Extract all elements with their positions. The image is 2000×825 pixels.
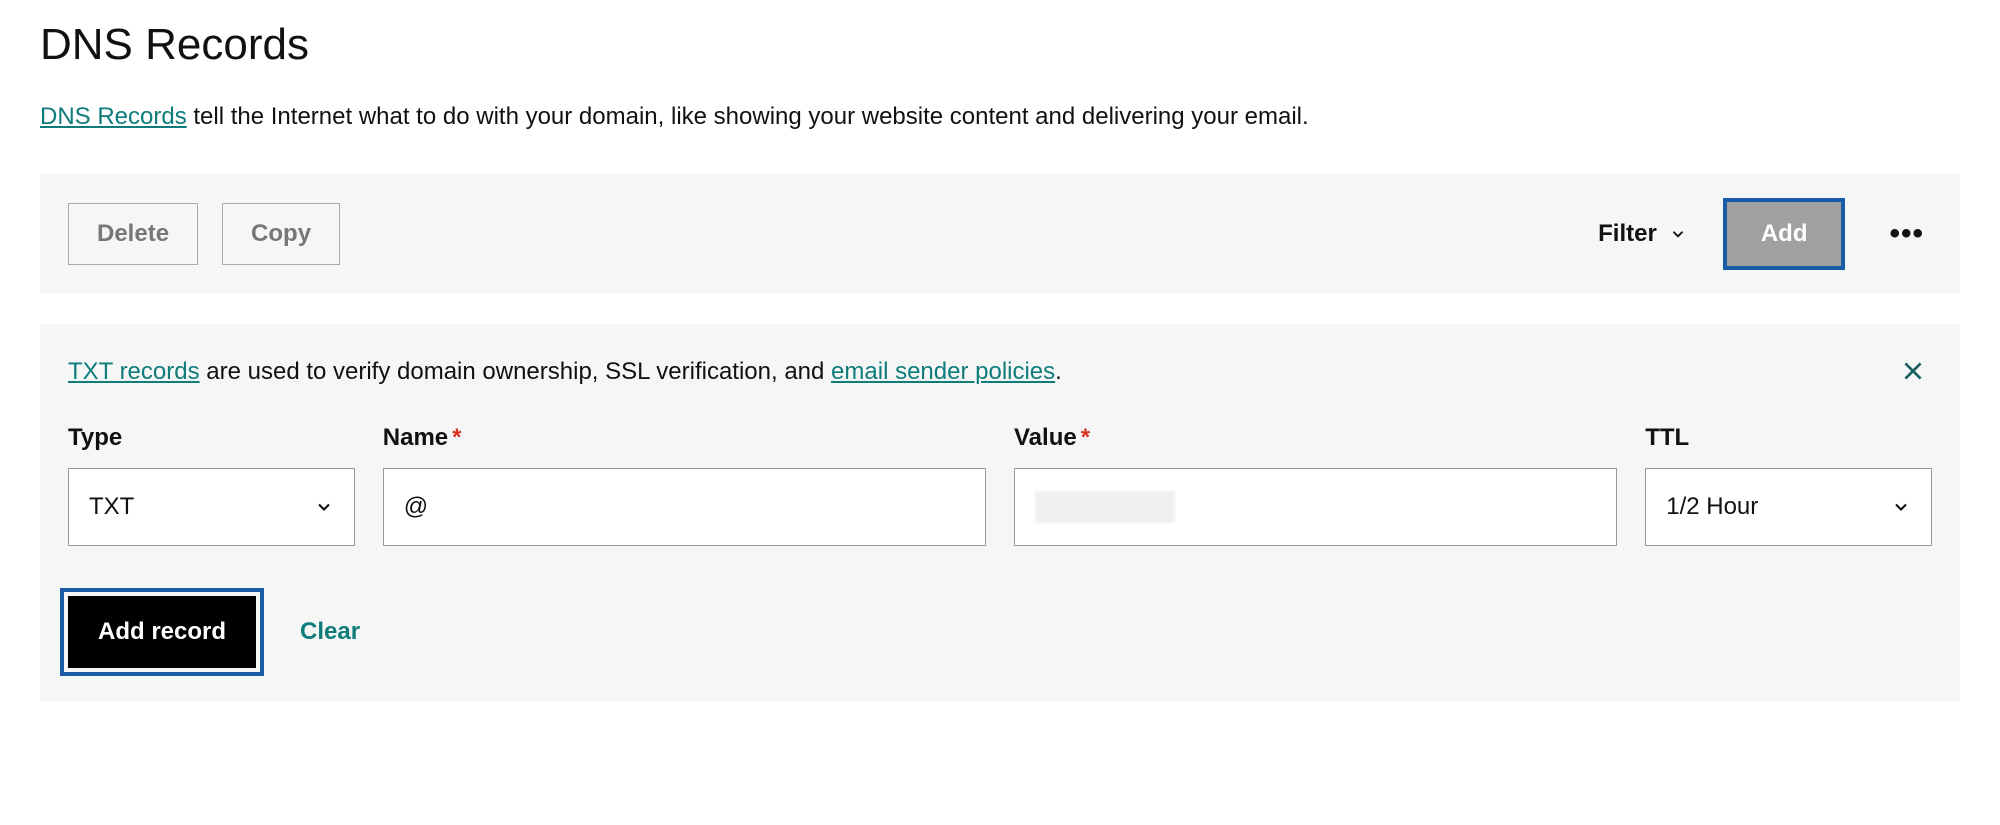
close-icon[interactable] xyxy=(1900,358,1926,384)
toolbar-left: Delete Copy xyxy=(68,203,340,265)
filter-label: Filter xyxy=(1598,220,1657,248)
name-input[interactable] xyxy=(383,468,986,546)
chevron-down-icon xyxy=(1891,497,1911,517)
record-form-panel: TXT records are used to verify domain ow… xyxy=(40,324,1960,702)
dns-records-link[interactable]: DNS Records xyxy=(40,103,187,130)
chevron-down-icon xyxy=(1669,225,1687,243)
toolbar-right: Filter Add ••• xyxy=(1598,202,1932,266)
add-record-button[interactable]: Add record xyxy=(68,596,256,668)
value-redacted xyxy=(1035,491,1175,523)
email-policies-link[interactable]: email sender policies xyxy=(831,358,1055,385)
txt-records-link[interactable]: TXT records xyxy=(68,358,200,385)
toolbar: Delete Copy Filter Add ••• xyxy=(40,174,1960,294)
name-label: Name* xyxy=(383,424,986,452)
value-label-text: Value xyxy=(1014,424,1077,451)
clear-button[interactable]: Clear xyxy=(300,618,360,646)
info-text: TXT records are used to verify domain ow… xyxy=(68,358,1932,386)
copy-button[interactable]: Copy xyxy=(222,203,340,265)
type-field: Type TXT xyxy=(68,424,355,546)
value-input[interactable] xyxy=(1014,468,1617,546)
delete-button[interactable]: Delete xyxy=(68,203,198,265)
type-label: Type xyxy=(68,424,355,452)
ttl-value: 1/2 Hour xyxy=(1666,493,1758,521)
type-value: TXT xyxy=(89,493,134,521)
type-select[interactable]: TXT xyxy=(68,468,355,546)
chevron-down-icon xyxy=(314,497,334,517)
name-label-text: Name xyxy=(383,424,448,451)
ttl-field: TTL 1/2 Hour xyxy=(1645,424,1932,546)
form-actions: Add record Clear xyxy=(68,596,1932,668)
page-title: DNS Records xyxy=(40,20,1960,70)
ttl-select[interactable]: 1/2 Hour xyxy=(1645,468,1932,546)
info-mid: are used to verify domain ownership, SSL… xyxy=(200,358,831,385)
value-field: Value* xyxy=(1014,424,1617,546)
page-description: DNS Records tell the Internet what to do… xyxy=(40,100,1960,134)
description-text: tell the Internet what to do with your d… xyxy=(187,103,1309,130)
filter-button[interactable]: Filter xyxy=(1598,220,1687,248)
add-button[interactable]: Add xyxy=(1727,202,1842,266)
ttl-label: TTL xyxy=(1645,424,1932,452)
required-star: * xyxy=(1081,424,1090,451)
form-row: Type TXT Name* Value* TTL xyxy=(68,424,1932,546)
more-icon[interactable]: ••• xyxy=(1881,217,1932,251)
value-label: Value* xyxy=(1014,424,1617,452)
info-end: . xyxy=(1055,358,1062,385)
name-field: Name* xyxy=(383,424,986,546)
required-star: * xyxy=(452,424,461,451)
